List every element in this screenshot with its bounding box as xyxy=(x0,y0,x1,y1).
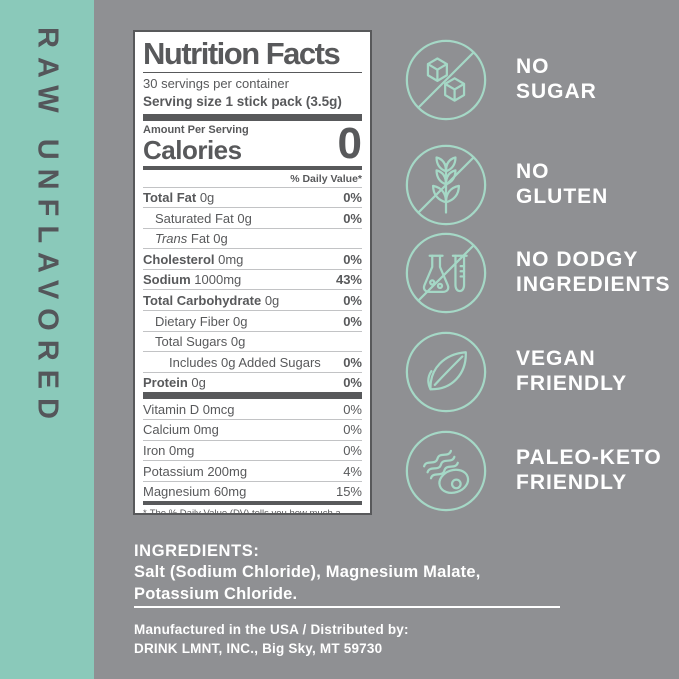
no-sugar-icon xyxy=(403,37,489,123)
calories-label: Calories xyxy=(143,135,242,166)
servings-per-container: 30 servings per container xyxy=(143,76,289,91)
nutrient-row-sodium: Sodium 1000mg 43% xyxy=(143,270,362,291)
footer-divider xyxy=(134,606,560,608)
no-gluten-icon xyxy=(403,142,489,228)
serving-size: Serving size 1 stick pack (3.5g) xyxy=(143,93,342,109)
daily-value-header: % Daily Value* xyxy=(143,170,362,188)
nutrient-row-iron: Iron 0mg 0% xyxy=(143,441,362,462)
badge-label: NO DODGY INGREDIENTS xyxy=(516,248,671,296)
badge-no-dodgy-ingredients: NO DODGY INGREDIENTS xyxy=(403,230,671,316)
amount-per-serving-label: Amount Per Serving xyxy=(143,123,249,136)
flavor-label: RAW UNFLAVORED xyxy=(31,27,64,428)
ingredients-text: Salt (Sodium Chloride), Magnesium Malate… xyxy=(134,563,481,603)
ingredients-heading: INGREDIENTS: xyxy=(134,542,260,560)
divider-bar xyxy=(143,501,362,506)
nutrient-row-trans-fat: Trans Fat 0g xyxy=(143,229,362,250)
nutrient-row-calcium: Calcium 0mg 0% xyxy=(143,420,362,441)
vegan-friendly-icon xyxy=(403,329,489,415)
nutrition-facts-panel: Nutrition Facts 30 servings per containe… xyxy=(133,30,372,515)
nutrient-row-vitamin-d: Vitamin D 0mcg 0% xyxy=(143,399,362,420)
badge-label: PALEO-KETO FRIENDLY xyxy=(516,446,662,494)
nutrient-row-total-fat: Total Fat 0g 0% xyxy=(143,188,362,209)
nutrient-row-dietary-fiber: Dietary Fiber 0g 0% xyxy=(143,311,362,332)
distributor-line: DRINK LMNT, INC., Big Sky, MT 59730 xyxy=(134,640,383,656)
divider-bar xyxy=(143,392,362,400)
ingredients-section: INGREDIENTS: Salt (Sodium Chloride), Mag… xyxy=(134,540,526,605)
badge-paleo-keto-friendly: PALEO-KETO FRIENDLY xyxy=(403,428,662,514)
nutrition-facts-title: Nutrition Facts xyxy=(143,38,362,73)
nutrient-row-cholesterol: Cholesterol 0mg 0% xyxy=(143,249,362,270)
badge-label: NO GLUTEN xyxy=(516,160,609,208)
manufactured-line: Manufactured in the USA / Distributed by… xyxy=(134,622,409,637)
paleo-keto-friendly-icon xyxy=(403,428,489,514)
daily-value-footnote: * The % Daily Value (DV) tells you how m… xyxy=(143,508,341,515)
no-dodgy-ingredients-icon xyxy=(403,230,489,316)
nutrient-row-magnesium: Magnesium 60mg 15% xyxy=(143,484,362,500)
divider-bar xyxy=(143,165,362,170)
calories-block: Amount Per Serving Calories 0 xyxy=(143,121,362,166)
nutrient-row-total-carbohydrate: Total Carbohydrate 0g 0% xyxy=(143,290,362,312)
nutrient-row-protein: Protein 0g 0% xyxy=(143,375,362,391)
flavor-strip: RAW UNFLAVORED xyxy=(0,0,94,679)
badge-label: NO SUGAR xyxy=(516,55,597,103)
distribution-info: Manufactured in the USA / Distributed by… xyxy=(134,621,409,659)
badge-no-sugar: NO SUGAR xyxy=(403,37,597,123)
badge-label: VEGAN FRIENDLY xyxy=(516,347,628,395)
calories-value: 0 xyxy=(337,118,362,168)
nutrient-row-total-sugars: Total Sugars 0g xyxy=(143,332,362,353)
nutrient-row-potassium: Potassium 200mg 4% xyxy=(143,461,362,482)
divider-bar xyxy=(143,113,362,121)
badge-no-gluten: NO GLUTEN xyxy=(403,142,608,228)
nutrient-row-added-sugars: Includes 0g Added Sugars 0% xyxy=(143,352,362,373)
nutrient-row-saturated-fat: Saturated Fat 0g 0% xyxy=(143,208,362,229)
badge-vegan-friendly: VEGAN FRIENDLY xyxy=(403,329,627,415)
